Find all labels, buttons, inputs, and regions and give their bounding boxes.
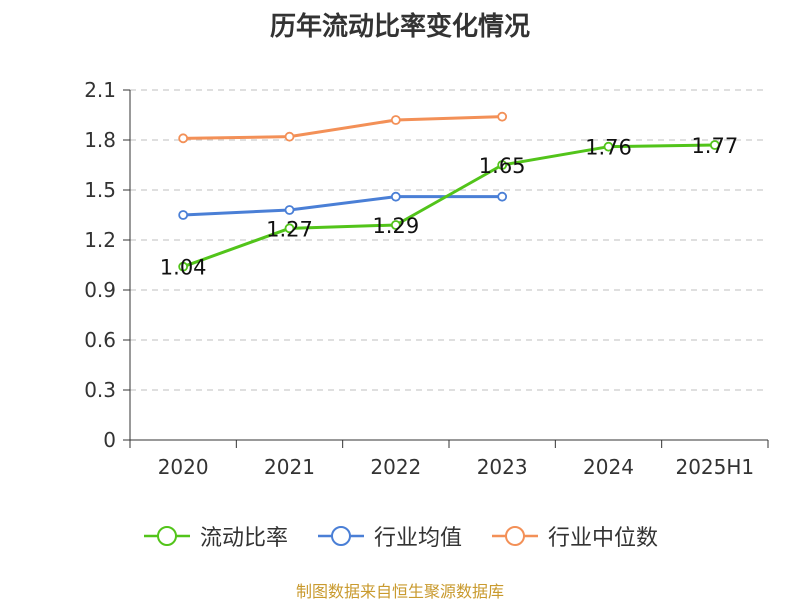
chart-title: 历年流动比率变化情况 bbox=[269, 12, 530, 42]
data-point bbox=[284, 131, 295, 142]
series-line-2 bbox=[183, 115, 503, 140]
x-tick-label: 2024 bbox=[583, 455, 634, 479]
data-label: 1.29 bbox=[372, 214, 419, 238]
data-point bbox=[603, 141, 614, 152]
legend-line-marker-icon bbox=[143, 526, 190, 546]
data-point bbox=[709, 140, 720, 150]
data-label: 1.65 bbox=[479, 154, 526, 178]
y-tick-label: 0 bbox=[103, 428, 116, 452]
legend-line-marker-icon bbox=[492, 526, 538, 546]
legend-label: 流动比率 bbox=[199, 526, 288, 551]
data-point bbox=[390, 191, 401, 202]
y-tick-label: 1.5 bbox=[84, 178, 116, 202]
data-point bbox=[497, 111, 508, 122]
y-tick-label: 0.9 bbox=[84, 278, 116, 302]
y-tick-label: 2.1 bbox=[84, 78, 116, 102]
series-line-1 bbox=[183, 195, 503, 217]
legend-item[interactable]: 行业中位数 bbox=[490, 520, 658, 552]
y-tick-label: 1.8 bbox=[84, 128, 116, 152]
y-tick-label: 0.6 bbox=[84, 328, 116, 352]
x-tick-label: 2022 bbox=[370, 455, 421, 479]
x-tick-label: 2020 bbox=[158, 455, 209, 479]
series-line-0 bbox=[182, 143, 715, 269]
x-tick-label: 2021 bbox=[264, 455, 315, 479]
data-point bbox=[284, 223, 295, 234]
y-tick-label: 0.3 bbox=[84, 378, 116, 402]
data-point bbox=[178, 133, 189, 144]
legend-label: 行业中位数 bbox=[548, 526, 659, 551]
data-point bbox=[497, 191, 508, 202]
legend-item[interactable]: 流动比率 bbox=[142, 520, 288, 552]
data-label: 1.77 bbox=[691, 134, 738, 158]
x-tick-label: 2025H1 bbox=[675, 455, 754, 479]
data-point bbox=[178, 210, 189, 220]
source-note: 制图数据来自恒生聚源数据库 bbox=[295, 582, 504, 601]
line-chart: 0 0.3 0.6 0.9 1.2 1.5 1.8 2.1 2020 2021 2022 2023 20… bbox=[84, 78, 769, 479]
data-label: 1.76 bbox=[585, 136, 632, 160]
legend-item[interactable]: 行业均值 bbox=[316, 520, 462, 552]
x-tick-label: 2023 bbox=[477, 455, 528, 479]
data-point bbox=[178, 261, 189, 272]
data-label: 1.27 bbox=[266, 217, 313, 241]
data-point bbox=[497, 160, 508, 170]
legend: 流动比率 行业均值 行业中位数 bbox=[0, 520, 800, 552]
y-tick-label: 1.2 bbox=[84, 228, 116, 252]
data-point bbox=[390, 220, 401, 230]
data-point bbox=[390, 115, 401, 125]
legend-label: 行业均值 bbox=[373, 526, 462, 551]
data-point bbox=[284, 205, 295, 215]
legend-line-marker-icon bbox=[317, 526, 364, 546]
data-label: 1.04 bbox=[160, 256, 207, 280]
